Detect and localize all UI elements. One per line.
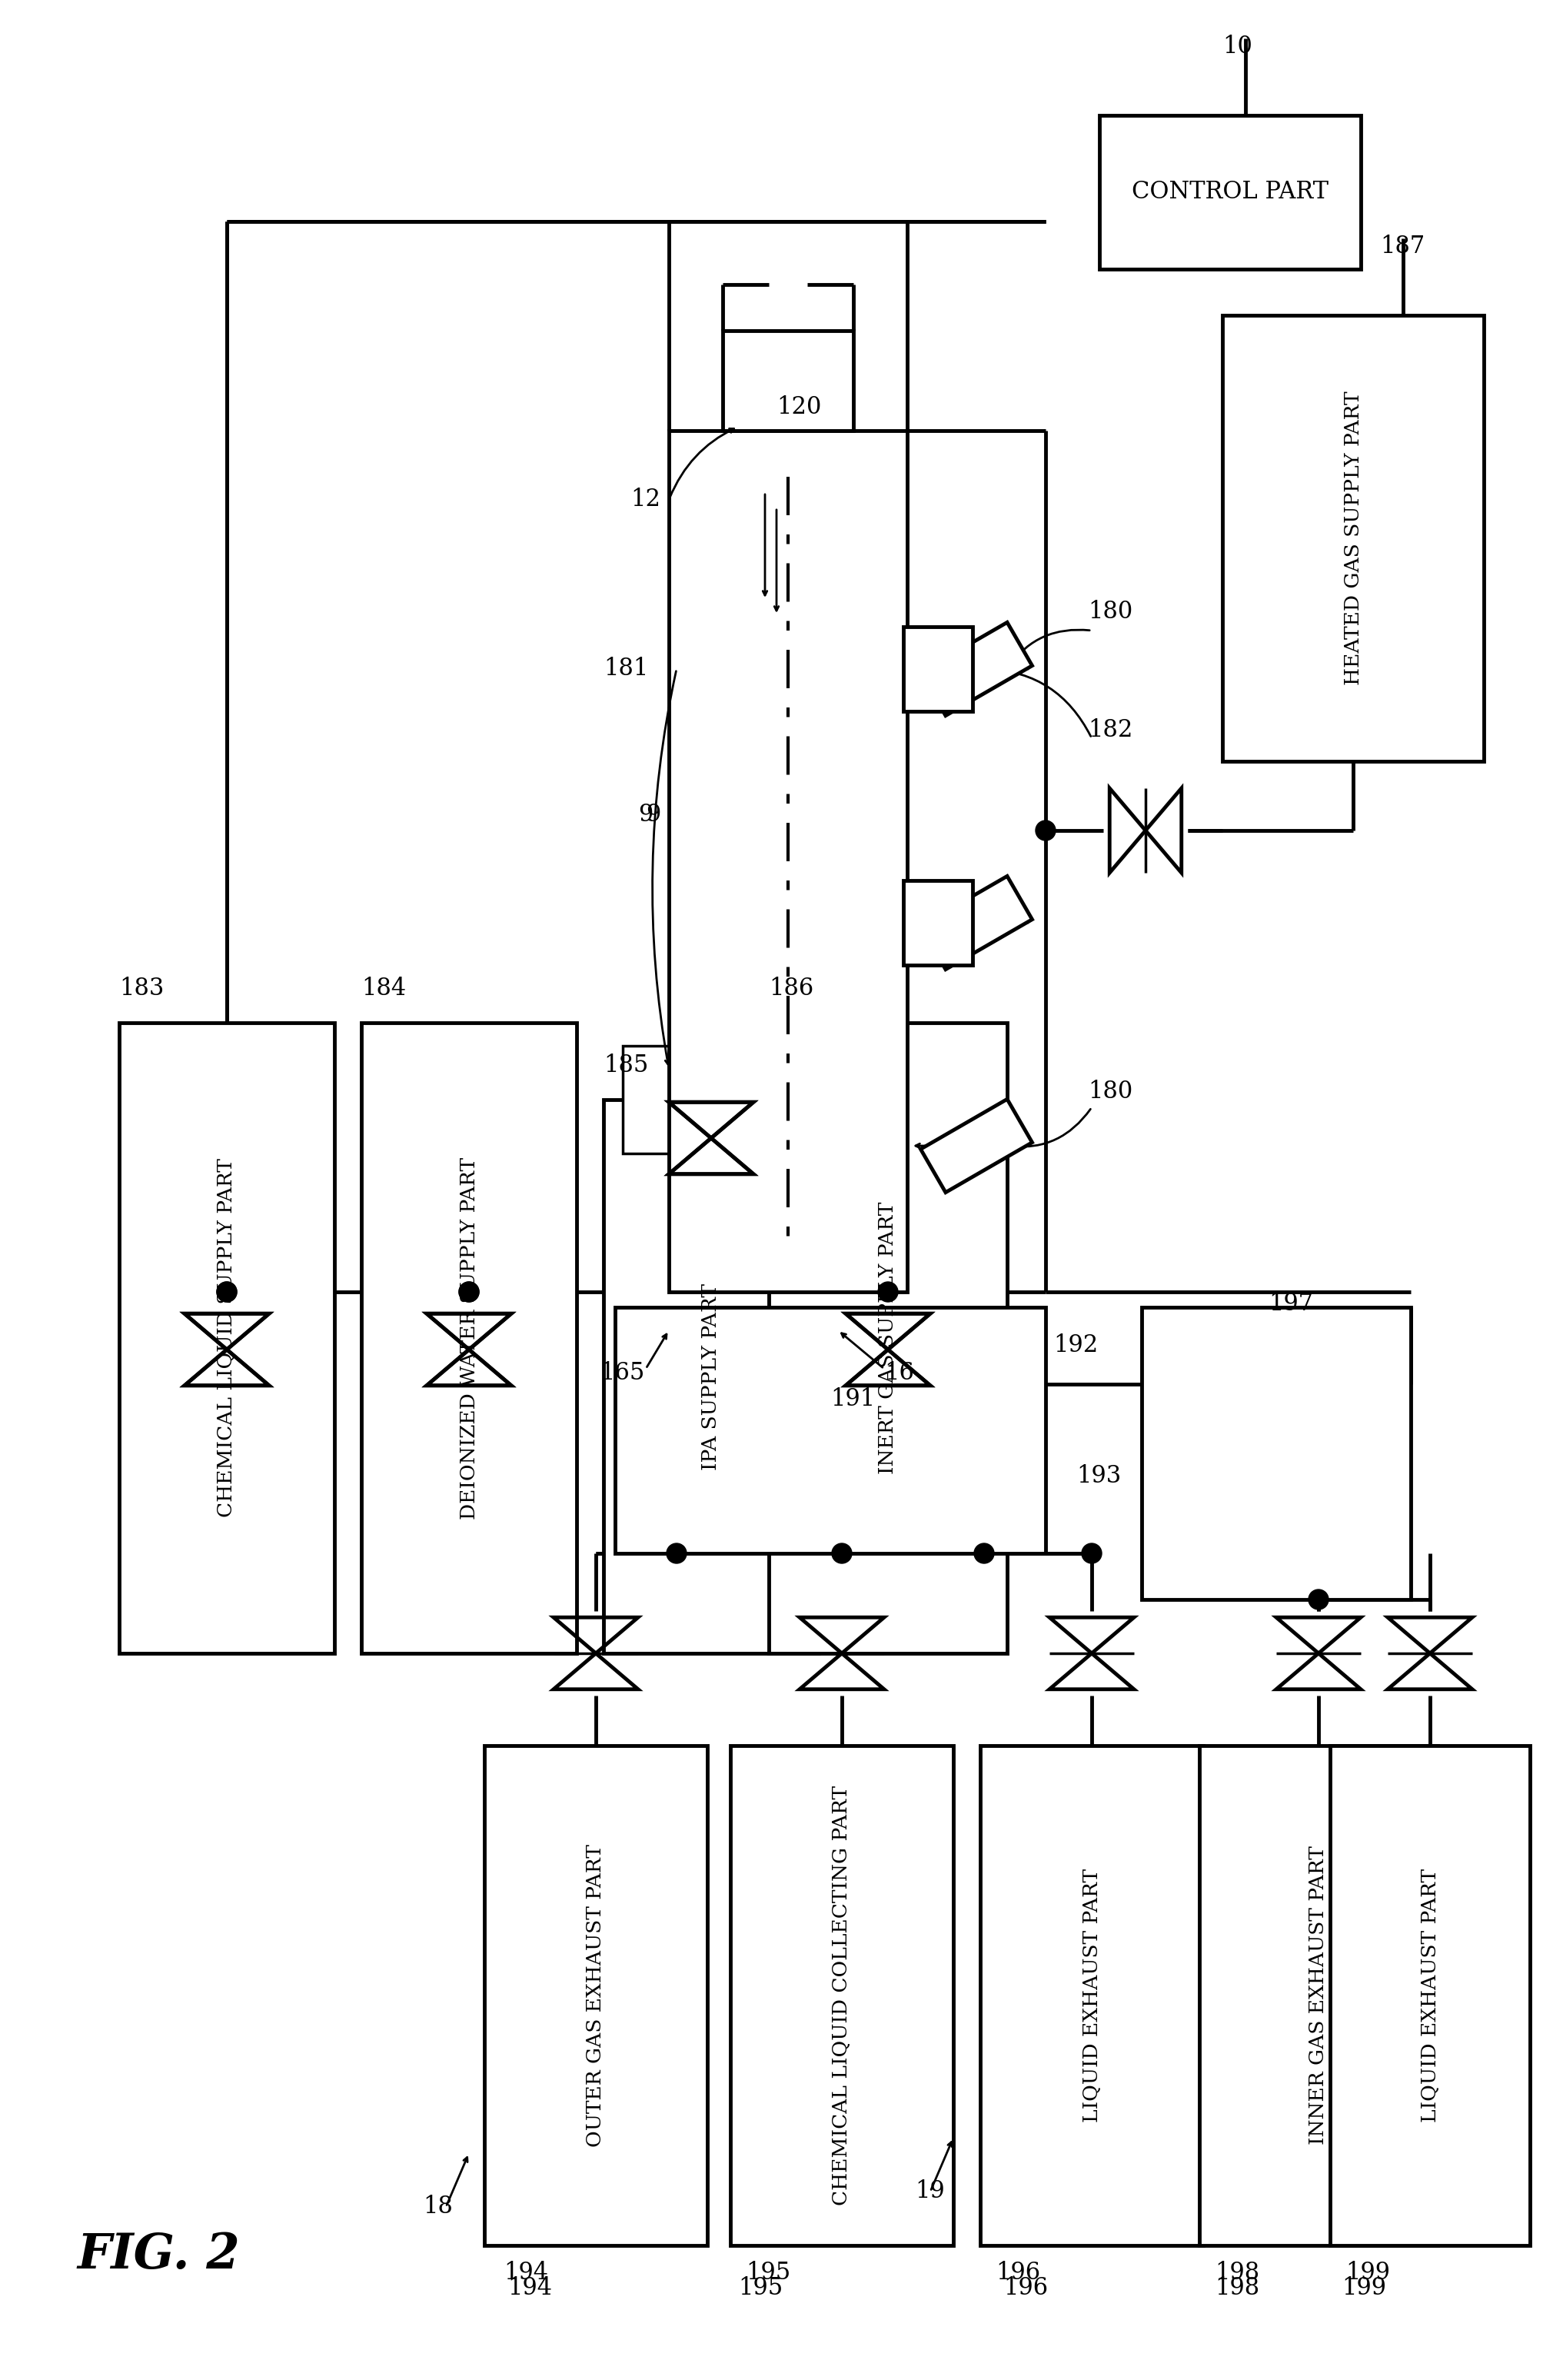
- Text: CHEMICAL LIQUID COLLECTING PART: CHEMICAL LIQUID COLLECTING PART: [832, 1785, 851, 2206]
- Text: 197: 197: [1269, 1292, 1314, 1316]
- Bar: [1100, 114, 1360, 269]
- Bar: [769, 1023, 1008, 1654]
- Text: 18: 18: [422, 2194, 453, 2218]
- Text: IPA SUPPLY PART: IPA SUPPLY PART: [702, 1283, 721, 1471]
- Circle shape: [460, 1283, 478, 1302]
- Circle shape: [1082, 1542, 1101, 1564]
- Bar: [120, 1023, 334, 1654]
- Text: CONTROL PART: CONTROL PART: [1132, 181, 1328, 205]
- Text: 191: 191: [831, 1388, 874, 1411]
- Text: 192: 192: [1053, 1333, 1098, 1357]
- Circle shape: [1309, 1590, 1328, 1609]
- Text: 195: 195: [745, 2261, 790, 2285]
- Text: OUTER GAS EXHAUST PART: OUTER GAS EXHAUST PART: [585, 1844, 606, 2147]
- Text: 9: 9: [646, 802, 660, 826]
- Bar: [362, 1023, 576, 1654]
- Text: 180: 180: [1087, 1081, 1132, 1104]
- Bar: [980, 1745, 1204, 2244]
- Text: 186: 186: [769, 976, 814, 1000]
- Text: 198: 198: [1214, 2275, 1259, 2299]
- Text: 182: 182: [1087, 719, 1132, 743]
- Text: 193: 193: [1076, 1464, 1121, 1488]
- Circle shape: [666, 1542, 686, 1564]
- Circle shape: [217, 1283, 236, 1302]
- Text: 196: 196: [995, 2261, 1041, 2285]
- Text: 196: 196: [1003, 2275, 1048, 2299]
- Bar: [615, 1307, 1045, 1554]
- Text: 120: 120: [776, 395, 822, 419]
- Text: 181: 181: [604, 657, 649, 681]
- Text: 180: 180: [1087, 600, 1132, 624]
- Bar: [485, 1745, 707, 2244]
- Text: DEIONIZED WATER SUPPLY PART: DEIONIZED WATER SUPPLY PART: [460, 1157, 478, 1518]
- Text: INERT GAS SUPPLY PART: INERT GAS SUPPLY PART: [879, 1202, 898, 1473]
- Bar: [904, 881, 972, 964]
- Text: 165: 165: [599, 1361, 644, 1385]
- Text: LIQUID EXHAUST PART: LIQUID EXHAUST PART: [1421, 1868, 1440, 2123]
- Text: 198: 198: [1214, 2261, 1259, 2285]
- Text: 199: 199: [1342, 2275, 1387, 2299]
- Circle shape: [877, 1283, 898, 1302]
- Circle shape: [832, 1542, 853, 1564]
- Bar: [730, 1745, 954, 2244]
- Circle shape: [1036, 821, 1056, 840]
- Text: 194: 194: [503, 2261, 548, 2285]
- Polygon shape: [921, 1100, 1033, 1192]
- Bar: [669, 431, 907, 1292]
- Circle shape: [460, 1283, 478, 1302]
- Circle shape: [974, 1542, 994, 1564]
- Text: LIQUID EXHAUST PART: LIQUID EXHAUST PART: [1082, 1868, 1101, 2123]
- Bar: [1141, 1307, 1410, 1599]
- Text: 10: 10: [1222, 36, 1252, 60]
- Circle shape: [217, 1283, 236, 1302]
- Text: 199: 199: [1345, 2261, 1390, 2285]
- Bar: [904, 626, 972, 712]
- Bar: [1199, 1745, 1438, 2244]
- Text: 9: 9: [638, 802, 652, 826]
- Text: 185: 185: [604, 1054, 649, 1078]
- Bar: [722, 331, 854, 431]
- Text: FIG. 2: FIG. 2: [78, 2232, 239, 2280]
- Text: 12: 12: [631, 488, 660, 512]
- Bar: [623, 1045, 677, 1154]
- Bar: [1222, 314, 1483, 762]
- Text: 183: 183: [120, 976, 165, 1000]
- Bar: [604, 1100, 818, 1654]
- Polygon shape: [921, 876, 1033, 969]
- Text: 187: 187: [1381, 236, 1424, 259]
- Text: CHEMICAL LIQUID SUPPLY PART: CHEMICAL LIQUID SUPPLY PART: [217, 1159, 236, 1518]
- Text: 16: 16: [884, 1361, 915, 1385]
- Text: HEATED GAS SUPPLY PART: HEATED GAS SUPPLY PART: [1343, 390, 1362, 685]
- Text: 184: 184: [362, 976, 405, 1000]
- Text: 195: 195: [738, 2275, 783, 2299]
- Text: 194: 194: [508, 2275, 551, 2299]
- Polygon shape: [921, 624, 1033, 716]
- Text: INNER GAS EXHAUST PART: INNER GAS EXHAUST PART: [1309, 1847, 1328, 2144]
- Bar: [1329, 1745, 1530, 2244]
- Text: 19: 19: [915, 2180, 944, 2204]
